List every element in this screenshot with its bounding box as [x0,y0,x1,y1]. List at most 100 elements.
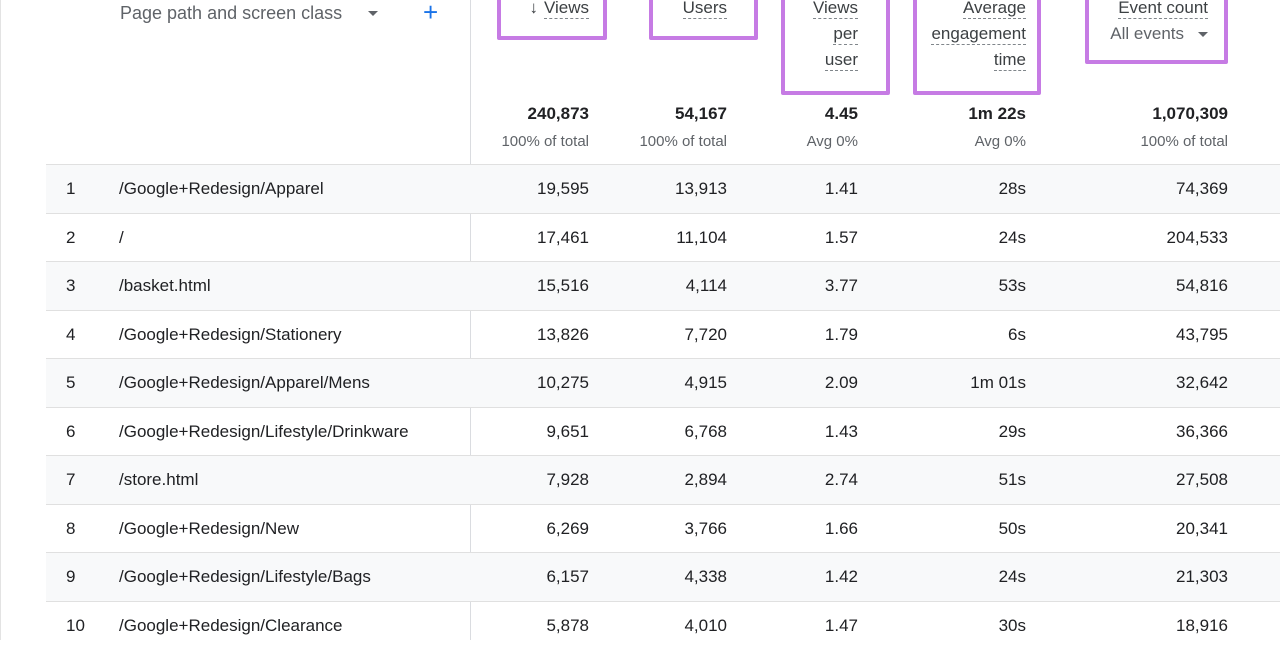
row-page-path[interactable]: /Google+Redesign/Apparel/Mens [119,373,370,393]
row-views-per-user: 1.66 [825,519,858,539]
row-page-path[interactable]: /basket.html [119,276,211,296]
row-page-path[interactable]: /Google+Redesign/Apparel [119,179,324,199]
table-row[interactable]: 1 /Google+Redesign/Apparel 19,595 13,913… [46,164,1280,213]
row-event-count: 32,642 [1176,373,1228,393]
row-avg-engagement: 53s [999,276,1026,296]
row-event-count: 204,533 [1167,228,1228,248]
row-views-per-user: 1.41 [825,179,858,199]
row-event-count: 36,366 [1176,422,1228,442]
row-index: 3 [66,276,75,296]
table-row[interactable]: 5 /Google+Redesign/Apparel/Mens 10,275 4… [46,358,1280,407]
row-users: 4,338 [684,567,727,587]
row-event-count: 20,341 [1176,519,1228,539]
row-event-count: 27,508 [1176,470,1228,490]
row-views: 6,269 [546,519,589,539]
row-event-count: 54,816 [1176,276,1228,296]
column-header-users[interactable]: Users [683,0,727,21]
row-event-count: 74,369 [1176,179,1228,199]
row-views: 17,461 [537,228,589,248]
row-avg-engagement: 1m 01s [970,373,1026,393]
column-header-views[interactable]: ↓Views [529,0,589,21]
row-views: 13,826 [537,325,589,345]
row-views-per-user: 1.79 [825,325,858,345]
arrow-down-icon: ↓ [529,0,538,17]
row-views-per-user: 2.09 [825,373,858,393]
chevron-down-icon[interactable] [368,11,378,16]
row-users: 13,913 [675,179,727,199]
row-avg-engagement: 24s [999,567,1026,587]
row-views: 15,516 [537,276,589,296]
total-views: 240,873 [528,104,589,124]
row-views: 10,275 [537,373,589,393]
table-row[interactable]: 9 /Google+Redesign/Lifestyle/Bags 6,157 … [46,552,1280,601]
table-row[interactable]: 2 / 17,461 11,104 1.57 24s 204,533 [46,213,1280,262]
row-index: 9 [66,567,75,587]
plus-icon[interactable]: + [423,0,438,25]
row-users: 4,915 [684,373,727,393]
row-views-per-user: 1.47 [825,616,858,636]
row-views: 6,157 [546,567,589,587]
row-index: 7 [66,470,75,490]
row-index: 8 [66,519,75,539]
total-avg-engagement-sub: Avg 0% [975,133,1026,150]
row-page-path[interactable]: /Google+Redesign/New [119,519,299,539]
row-avg-engagement: 50s [999,519,1026,539]
total-avg-engagement: 1m 22s [968,104,1026,124]
total-views-sub: 100% of total [501,133,589,150]
row-avg-engagement: 30s [999,616,1026,636]
left-border [0,0,1,640]
row-page-path[interactable]: /Google+Redesign/Lifestyle/Bags [119,567,371,587]
row-avg-engagement: 24s [999,228,1026,248]
column-header-event-count[interactable]: Event count All events [1110,0,1208,47]
row-views-per-user: 3.77 [825,276,858,296]
row-event-count: 43,795 [1176,325,1228,345]
row-views: 7,928 [546,470,589,490]
row-views: 5,878 [546,616,589,636]
row-index: 1 [66,179,75,199]
table-body: 1 /Google+Redesign/Apparel 19,595 13,913… [46,164,1280,649]
row-avg-engagement: 6s [1008,325,1026,345]
table-row[interactable]: 8 /Google+Redesign/New 6,269 3,766 1.66 … [46,504,1280,553]
event-selector[interactable]: All events [1110,21,1208,47]
total-event-count: 1,070,309 [1152,104,1228,124]
table-row[interactable]: 6 /Google+Redesign/Lifestyle/Drinkware 9… [46,407,1280,456]
total-views-per-user: 4.45 [825,104,858,124]
row-page-path[interactable]: /store.html [119,470,198,490]
row-users: 6,768 [684,422,727,442]
row-index: 10 [66,616,85,636]
row-users: 4,010 [684,616,727,636]
total-views-per-user-sub: Avg 0% [807,133,858,150]
row-avg-engagement: 51s [999,470,1026,490]
row-users: 7,720 [684,325,727,345]
total-users: 54,167 [675,104,727,124]
row-users: 4,114 [686,276,727,296]
row-page-path[interactable]: /Google+Redesign/Clearance [119,616,343,636]
table-row[interactable]: 10 /Google+Redesign/Clearance 5,878 4,01… [46,601,1280,649]
row-page-path[interactable]: / [119,228,124,248]
row-index: 2 [66,228,75,248]
row-views: 19,595 [537,179,589,199]
row-avg-engagement: 28s [999,179,1026,199]
row-event-count: 18,916 [1176,616,1228,636]
table-row[interactable]: 7 /store.html 7,928 2,894 2.74 51s 27,50… [46,455,1280,504]
row-index: 6 [66,422,75,442]
row-page-path[interactable]: /Google+Redesign/Stationery [119,325,342,345]
chevron-down-icon [1198,32,1208,37]
row-views-per-user: 1.42 [825,567,858,587]
row-views-per-user: 2.74 [825,470,858,490]
row-index: 4 [66,325,75,345]
table-row[interactable]: 3 /basket.html 15,516 4,114 3.77 53s 54,… [46,261,1280,310]
row-index: 5 [66,373,75,393]
total-users-sub: 100% of total [639,133,727,150]
total-event-count-sub: 100% of total [1140,133,1228,150]
column-header-avg-engagement[interactable]: Average engagement time [931,0,1026,73]
row-event-count: 21,303 [1176,567,1228,587]
table-row[interactable]: 4 /Google+Redesign/Stationery 13,826 7,7… [46,310,1280,359]
row-views: 9,651 [546,422,589,442]
row-page-path[interactable]: /Google+Redesign/Lifestyle/Drinkware [119,422,409,442]
row-views-per-user: 1.43 [825,422,858,442]
row-users: 2,894 [684,470,727,490]
column-header-views-per-user[interactable]: Views per user [813,0,858,73]
row-avg-engagement: 29s [999,422,1026,442]
dimension-column-header[interactable]: Page path and screen class [120,3,342,24]
